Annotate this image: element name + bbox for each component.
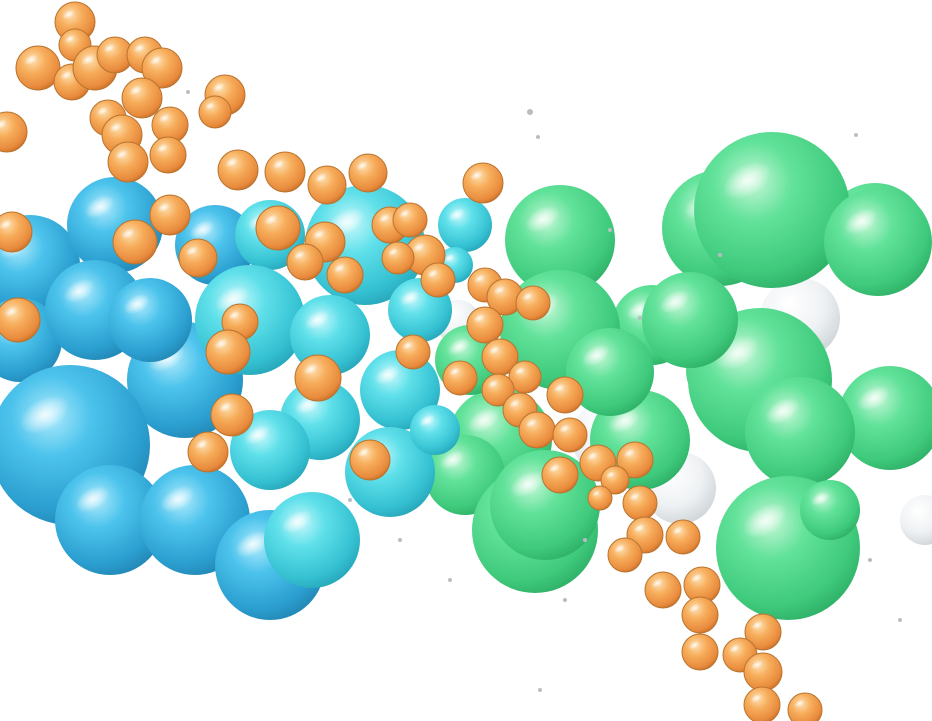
dust-particle [186, 90, 190, 94]
green-sphere [824, 188, 932, 296]
dust-particle [638, 316, 642, 320]
dust-particle [527, 109, 533, 115]
dust-particle [536, 135, 540, 139]
orange-sphere [264, 151, 306, 193]
dust-particle [718, 253, 722, 257]
orange-sphere [205, 329, 251, 375]
orange-sphere [743, 686, 781, 721]
orange-sphere [286, 243, 324, 281]
green-sphere [745, 377, 855, 487]
orange-sphere [149, 194, 191, 236]
orange-sphere [600, 465, 630, 495]
orange-sphere [198, 95, 232, 129]
green-sphere [642, 272, 738, 368]
blue-sphere [108, 278, 192, 362]
orange-sphere [107, 141, 149, 183]
orange-sphere [326, 256, 364, 294]
white-sphere [900, 495, 932, 545]
orange-sphere [121, 77, 163, 119]
orange-sphere [681, 596, 719, 634]
orange-sphere [178, 238, 218, 278]
green-sphere [505, 185, 615, 295]
dust-particle [538, 688, 542, 692]
orange-sphere [743, 652, 783, 692]
green-sphere [800, 480, 860, 540]
dust-particle [398, 538, 402, 542]
orange-sphere [0, 297, 41, 343]
orange-sphere [607, 537, 643, 573]
blue-sphere [55, 465, 165, 575]
orange-sphere [15, 45, 61, 91]
dust-particle [608, 228, 612, 232]
orange-sphere [141, 47, 183, 89]
dust-particle [868, 558, 872, 562]
orange-sphere [622, 485, 658, 521]
orange-sphere [508, 360, 542, 394]
dust-particle [563, 598, 567, 602]
orange-sphere [462, 162, 504, 204]
orange-sphere [481, 373, 515, 407]
orange-sphere [217, 149, 259, 191]
orange-sphere [587, 485, 613, 511]
green-sphere [838, 366, 932, 470]
green-sphere [694, 132, 850, 288]
orange-sphere [518, 411, 556, 449]
dust-particle [583, 538, 587, 542]
orange-sphere [644, 571, 682, 609]
orange-sphere-chain-layer [0, 1, 823, 721]
dust-particles-layer [186, 90, 902, 692]
orange-sphere [395, 334, 431, 370]
dust-particle [448, 578, 452, 582]
orange-sphere [112, 219, 158, 265]
orange-sphere [546, 376, 584, 414]
orange-sphere [149, 136, 187, 174]
cyan-sphere [438, 198, 492, 252]
orange-sphere [210, 393, 254, 437]
orange-sphere [486, 278, 524, 316]
dust-particle [898, 618, 902, 622]
orange-sphere [681, 633, 719, 671]
orange-sphere [420, 262, 456, 298]
orange-sphere [187, 431, 229, 473]
orange-sphere [307, 165, 347, 205]
dust-particle [348, 498, 352, 502]
orange-sphere [0, 211, 33, 253]
orange-sphere [442, 360, 478, 396]
cyan-sphere [410, 405, 460, 455]
orange-sphere [255, 205, 301, 251]
orange-sphere [787, 692, 823, 721]
orange-sphere [381, 241, 415, 275]
orange-sphere [616, 441, 654, 479]
green-sphere [566, 328, 654, 416]
dust-particle [854, 133, 858, 137]
orange-sphere [392, 202, 428, 238]
orange-sphere [552, 417, 588, 453]
orange-sphere [744, 613, 782, 651]
orange-sphere [665, 519, 701, 555]
orange-sphere [515, 285, 551, 321]
orange-sphere [466, 306, 504, 344]
cyan-sphere [264, 492, 360, 588]
orange-sphere [0, 111, 28, 153]
cyan-sphere [290, 295, 370, 375]
orange-sphere [294, 354, 342, 402]
cyan-sphere [230, 410, 310, 490]
orange-sphere [348, 153, 388, 193]
orange-sphere [541, 456, 579, 494]
orange-sphere [349, 439, 391, 481]
